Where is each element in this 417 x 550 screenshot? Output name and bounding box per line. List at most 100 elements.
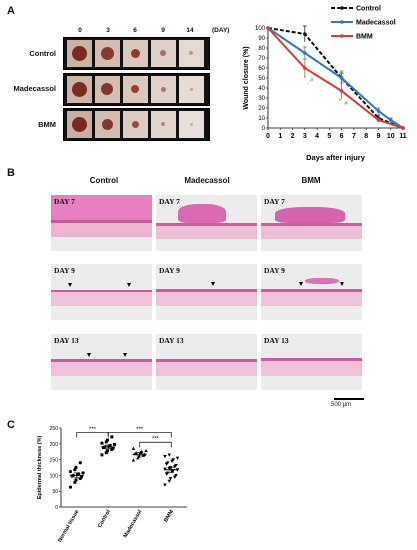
data-point <box>131 458 136 462</box>
data-point <box>144 448 148 453</box>
category-label: BMM <box>163 509 175 524</box>
y-tick-label: 60 <box>258 66 265 72</box>
category-label: Normal tissue <box>57 509 80 544</box>
y-tick-label: 70 <box>258 56 265 62</box>
data-point <box>105 438 109 442</box>
data-point <box>167 479 172 483</box>
wound-photo <box>123 76 148 103</box>
data-point <box>174 474 178 478</box>
data-point <box>303 51 307 55</box>
data-point <box>388 118 393 122</box>
marker-arrow <box>68 283 72 287</box>
day-column-label: 0 <box>78 27 82 34</box>
significance-mark: # <box>344 100 348 107</box>
y-tick-label: 100 <box>255 26 266 32</box>
wound-photo <box>179 76 204 103</box>
histo-day-label: DAY 7 <box>159 197 180 206</box>
data-point <box>74 465 78 470</box>
histo-day-label: DAY 9 <box>54 266 75 275</box>
data-point <box>339 89 344 93</box>
histo-image-bmm-day7: DAY 7 <box>261 195 362 251</box>
data-point <box>163 455 167 459</box>
y-axis-label: Epidermal thickness (%) <box>37 436 43 500</box>
data-point <box>111 447 115 451</box>
day-column-label: 14 <box>186 27 194 34</box>
data-point <box>401 126 405 130</box>
data-point <box>68 485 73 489</box>
y-tick-label: 90 <box>258 36 265 42</box>
data-point <box>171 458 175 462</box>
wound-strip-madecassol <box>63 73 210 106</box>
legend-label: Control <box>356 6 381 13</box>
x-tick-label: 9 <box>377 133 381 140</box>
y-tick-label: 50 <box>258 76 265 82</box>
series-line-madecassol <box>267 27 404 129</box>
y-tick-label: 10 <box>258 116 265 122</box>
y-tick-label: 150 <box>50 458 59 464</box>
data-point <box>131 446 136 450</box>
x-tick-label: 1 <box>278 133 282 140</box>
histo-column-title-madecassol: Madecassol <box>184 176 230 185</box>
wound-photo <box>123 40 148 67</box>
data-point <box>104 451 108 455</box>
wound-photo <box>67 76 92 103</box>
day-column-label: 3 <box>106 27 110 34</box>
data-point <box>139 449 144 454</box>
wound-photo <box>67 40 92 67</box>
epidermal-thickness-dot-plot: 0 50 100 150 200 250 Epidermal thickness (%) No… <box>37 426 187 544</box>
data-point <box>376 109 381 113</box>
data-point <box>266 26 270 30</box>
x-tick-label: 8 <box>364 133 368 140</box>
marker-arrow <box>87 353 91 357</box>
scale-bar <box>334 398 364 400</box>
panel-c-letter: C <box>7 419 15 431</box>
wound-photo <box>151 40 176 67</box>
marker-arrow <box>299 282 303 286</box>
day-column-label: 6 <box>133 27 137 34</box>
wound-closure-line-chart: 0 10 20 30 40 50 60 70 80 90 100 0 1 2 3 4 5 6 7 8 9 10 11 Days… <box>243 6 407 163</box>
data-point <box>339 76 344 80</box>
wound-photo <box>123 111 148 138</box>
data-point <box>168 477 173 481</box>
panel-a-day-unit: (DAY) <box>212 27 230 34</box>
y-tick-label: 40 <box>258 86 265 92</box>
legend-marker <box>340 34 344 38</box>
histo-image-control-day9: DAY 9 <box>51 264 152 320</box>
data-point <box>100 453 104 457</box>
histo-day-label: DAY 9 <box>264 266 285 275</box>
histo-column-title-bmm: BMM <box>301 176 321 185</box>
panel-b-letter: B <box>7 167 15 179</box>
data-point <box>105 449 109 453</box>
x-tick-label: 5 <box>327 133 331 140</box>
x-axis-label: Days after injury <box>306 153 366 162</box>
y-tick-label: 100 <box>50 473 59 479</box>
histo-day-label: DAY 13 <box>159 336 184 345</box>
histo-day-label: DAY 7 <box>264 197 285 206</box>
marker-arrow <box>211 282 215 286</box>
data-point <box>74 478 78 482</box>
x-tick-label: 2 <box>291 133 295 140</box>
data-point <box>376 118 381 122</box>
wound-photo <box>151 111 176 138</box>
data-point <box>174 463 178 468</box>
legend-marker <box>340 6 344 10</box>
y-tick-label: 30 <box>258 96 265 102</box>
data-point <box>303 32 307 36</box>
significance-label: *** <box>152 437 160 443</box>
data-point <box>104 440 108 444</box>
histo-image-madecassol-day13: DAY 13 <box>156 334 257 390</box>
histo-image-control-day13: DAY 13 <box>51 334 152 390</box>
data-point <box>165 461 170 465</box>
wound-photo <box>67 111 92 138</box>
data-point <box>175 456 180 460</box>
x-tick-label: 6 <box>340 133 344 140</box>
wound-row-label-control: Control <box>29 49 56 58</box>
data-point <box>167 453 172 457</box>
series-line-control <box>267 27 404 129</box>
scale-bar-label: 500 μm <box>331 402 352 408</box>
wound-photo <box>95 76 120 103</box>
histo-image-madecassol-day7: DAY 7 <box>156 195 257 251</box>
histo-day-label: DAY 9 <box>159 266 180 275</box>
significance-bracket <box>107 432 172 438</box>
wound-photo <box>179 40 204 67</box>
